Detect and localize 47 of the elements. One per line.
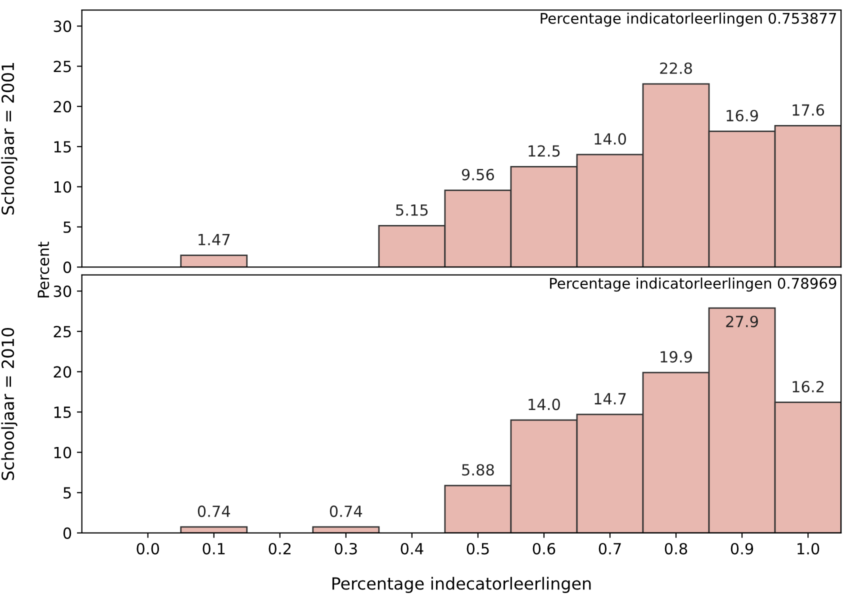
- data-label: 1.47: [198, 234, 230, 246]
- y-tick-label: 20: [54, 100, 72, 112]
- y-tick-label: 5: [64, 222, 71, 233]
- data-label: 12.5: [528, 145, 560, 157]
- y-tick-label: 15: [54, 406, 71, 418]
- data-label: 22.8: [660, 62, 692, 74]
- y-axis-title: Schooljaar = 2010: [1, 328, 18, 480]
- y-tick-label: 15: [54, 141, 71, 153]
- data-label: 5.15: [396, 204, 428, 216]
- x-tick-label: 0.7: [598, 542, 621, 554]
- x-axis-title: Percentage indecatorleerlingen: [332, 576, 591, 594]
- data-label: 19.9: [660, 351, 692, 363]
- y-tick-label: 20: [54, 366, 72, 378]
- x-tick-label: 1.0: [798, 542, 820, 554]
- annotation: Percentage indicatorleerlingen 0.753877: [540, 12, 836, 27]
- data-label: 0.74: [198, 506, 230, 518]
- data-label: 5.88: [462, 464, 494, 476]
- data-label: 14.7: [594, 393, 626, 404]
- x-tick-label: 0.5: [466, 542, 489, 554]
- y-tick-label: 25: [54, 326, 71, 338]
- annotation: Percentage indicatorleerlingen 0.78969: [550, 278, 836, 292]
- y-tick-label: 25: [54, 60, 71, 72]
- x-tick-label: 0.3: [334, 542, 357, 554]
- y-tick-label: 10: [54, 181, 72, 193]
- x-tick-label: 0.1: [202, 542, 225, 554]
- y-axis-title: Schooljaar = 2001: [1, 62, 18, 215]
- y-tick-label: 5: [64, 487, 71, 499]
- x-tick-label: 0.8: [664, 542, 688, 554]
- data-label: 0.74: [330, 506, 362, 518]
- y-tick-label: 30: [54, 20, 72, 32]
- x-tick-label: 0.0: [136, 542, 160, 554]
- x-tick-label: 0.2: [268, 542, 291, 554]
- y-tick-label: 0: [63, 527, 72, 539]
- data-label: 27.9: [726, 316, 758, 328]
- y-tick-label: 30: [54, 286, 72, 298]
- x-tick-label: 0.6: [532, 542, 556, 554]
- data-label: 14.0: [594, 133, 626, 145]
- y-tick-label: 10: [54, 446, 72, 458]
- text: Percent: [38, 242, 50, 298]
- data-label: 14.0: [528, 398, 560, 410]
- data-label: 16.2: [792, 380, 824, 392]
- x-tick-label: 0.9: [730, 542, 754, 554]
- x-tick-label: 0.4: [400, 542, 424, 554]
- y-tick-label: 0: [63, 262, 72, 274]
- data-label: 17.6: [792, 104, 824, 116]
- data-label: 9.56: [462, 168, 494, 180]
- data-label: 16.9: [726, 110, 758, 122]
